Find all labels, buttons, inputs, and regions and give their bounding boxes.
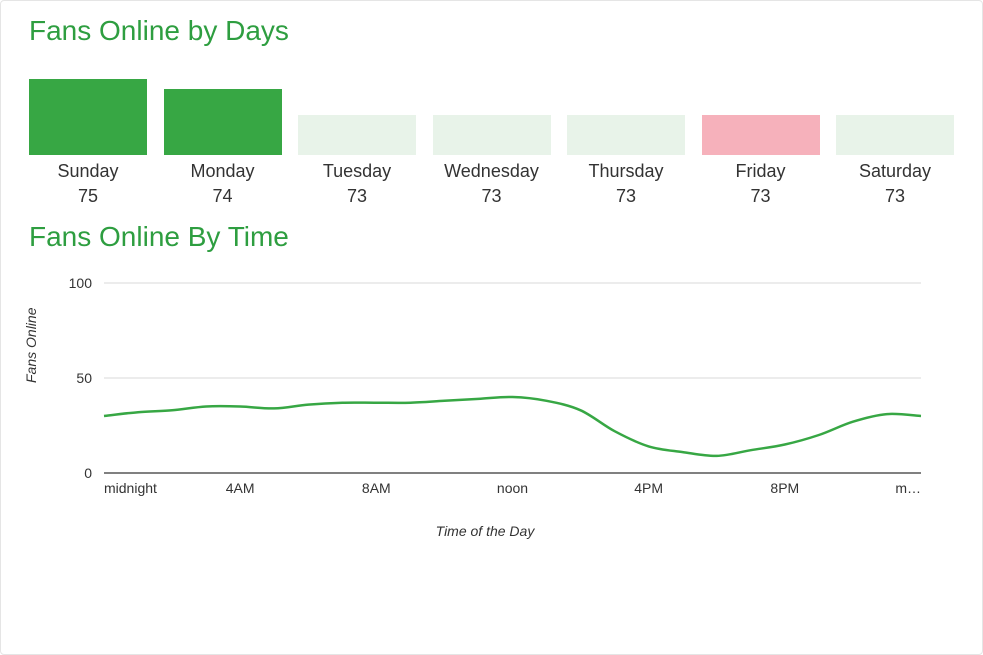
x-tick-label: 8AM (362, 480, 391, 496)
day-value: 74 (164, 186, 282, 207)
day-column: Sunday 75 (29, 75, 147, 207)
section-title-time: Fans Online By Time (29, 221, 954, 253)
day-bar[interactable] (836, 115, 954, 155)
day-value: 73 (702, 186, 820, 207)
y-tick-label: 0 (84, 465, 92, 481)
fans-online-line (104, 397, 921, 456)
days-bar-row: Sunday75Monday74Tuesday73Wednesday73Thur… (29, 67, 954, 207)
day-label: Thursday (567, 161, 685, 182)
day-bar-slot (702, 75, 820, 155)
y-tick-label: 50 (76, 370, 92, 386)
y-tick-label: 100 (69, 275, 93, 291)
day-label: Wednesday (433, 161, 551, 182)
day-bar-slot (29, 75, 147, 155)
day-value: 73 (836, 186, 954, 207)
day-column: Tuesday 73 (298, 75, 416, 207)
day-label: Monday (164, 161, 282, 182)
day-bar[interactable] (298, 115, 416, 155)
time-chart-xlabel: Time of the Day (29, 523, 941, 539)
time-chart: Fans Online 050100midnight4AM8AMnoon4PM8… (29, 273, 941, 533)
day-label: Sunday (29, 161, 147, 182)
day-bar-slot (164, 75, 282, 155)
time-chart-ylabel: Fans Online (23, 308, 39, 383)
day-bar[interactable] (567, 115, 685, 155)
day-bar[interactable] (702, 115, 820, 155)
day-column: Saturday 73 (836, 75, 954, 207)
day-label: Friday (702, 161, 820, 182)
x-tick-label: noon (497, 480, 528, 496)
day-bar-slot (567, 75, 685, 155)
x-tick-label: midnight (104, 480, 157, 496)
day-column: Wednesday 73 (433, 75, 551, 207)
day-bar-slot (433, 75, 551, 155)
day-value: 75 (29, 186, 147, 207)
day-value: 73 (567, 186, 685, 207)
day-label: Tuesday (298, 161, 416, 182)
day-value: 73 (298, 186, 416, 207)
day-bar-slot (298, 75, 416, 155)
day-bar[interactable] (164, 89, 282, 155)
day-column: Friday 73 (702, 75, 820, 207)
x-tick-label: 4PM (634, 480, 663, 496)
day-bar[interactable] (29, 79, 147, 155)
day-column: Thursday 73 (567, 75, 685, 207)
day-label: Saturday (836, 161, 954, 182)
day-bar-slot (836, 75, 954, 155)
day-value: 73 (433, 186, 551, 207)
time-chart-svg: 0 50 100 midnight 4AM 8AM noon 4PM 8PM m… (29, 273, 941, 503)
fans-online-card: Fans Online by Days Sunday 75 Monday 74 Tues… (0, 0, 983, 655)
x-tick-label: 4AM (226, 480, 255, 496)
day-column: Monday 74 (164, 75, 282, 207)
day-bar[interactable] (433, 115, 551, 155)
section-title-days: Fans Online by Days (29, 15, 954, 47)
x-tick-label: 8PM (770, 480, 799, 496)
x-tick-label: m… (895, 480, 921, 496)
